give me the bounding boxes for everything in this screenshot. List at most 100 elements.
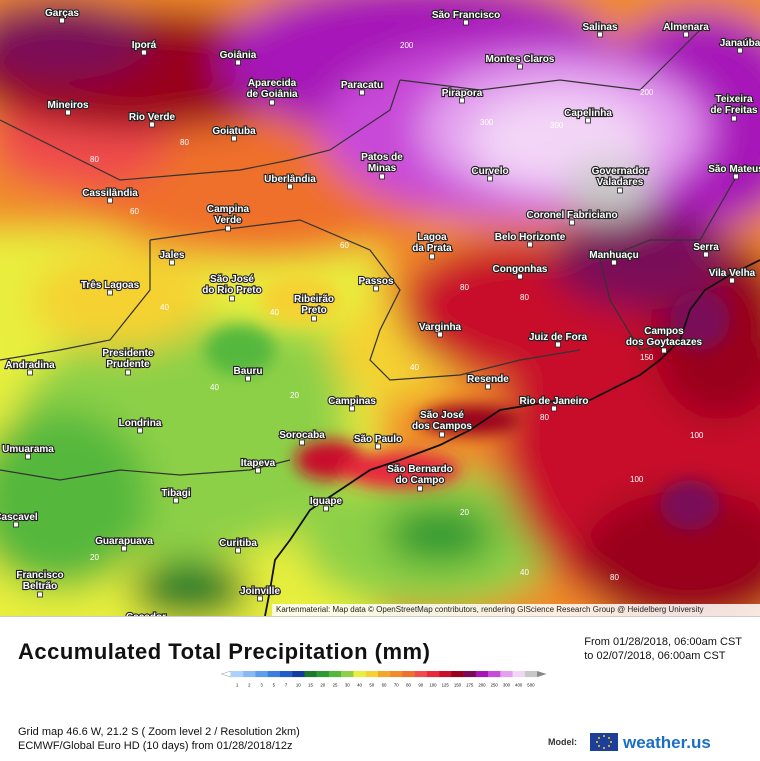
city-layer: Garças São Francisco Salinas Almenara Goiâni…: [0, 7, 760, 616]
legend-swatch: [377, 671, 391, 678]
city-tres-lagoas[interactable]: Três Lagoas: [80, 279, 141, 296]
city-andradina[interactable]: Andradina: [4, 359, 56, 376]
city-aparecida-de-goiania[interactable]: Aparecida de Goiânia: [245, 77, 299, 106]
city-londrina[interactable]: Londrina: [118, 417, 163, 434]
city-sao-paulo[interactable]: São Paulo: [353, 433, 403, 450]
city-label: Montes Claros: [486, 54, 555, 65]
city-uberlandia[interactable]: Uberlândia: [263, 173, 317, 190]
city-passos[interactable]: Passos: [357, 275, 395, 292]
legend-swatch: [341, 671, 354, 678]
city-label: Goiânia: [220, 50, 257, 61]
legend-swatch: [304, 671, 317, 678]
city-goiania[interactable]: Goiânia: [219, 49, 258, 66]
city-montes-claros[interactable]: Montes Claros: [484, 53, 556, 70]
legend-tick-label: 2: [248, 683, 251, 688]
legend-tick-label: 500: [527, 683, 535, 688]
city-marker-icon: [617, 187, 623, 194]
city-sao-bernardo-do-campo[interactable]: São Bernardo do Campo: [386, 463, 454, 492]
city-sao-jose-do-rio-preto[interactable]: São José do Rio Preto: [201, 273, 263, 302]
city-belo-horizonte[interactable]: Belo Horizonte: [494, 231, 567, 248]
city-label: Curitiba: [219, 538, 257, 549]
city-pirapora[interactable]: Pirapora: [441, 87, 484, 104]
city-resende[interactable]: Resende: [466, 373, 510, 390]
precipitation-map[interactable]: 200 300 300 200 80 80 60 60 40 40 40 20 …: [0, 0, 760, 616]
contour-label: 300: [550, 121, 564, 130]
city-goiatuba[interactable]: Goiatuba: [211, 125, 257, 142]
legend-swatch: [230, 671, 244, 678]
city-vila-velha[interactable]: Vila Velha: [708, 267, 757, 284]
city-governador-valadares[interactable]: Governador Valadares: [591, 165, 650, 194]
city-rio-de-janeiro[interactable]: Rio de Janeiro: [518, 395, 590, 412]
city-cacador[interactable]: Caçador: [125, 611, 167, 616]
city-teixeira-de-freitas[interactable]: Teixeira de Freitas: [709, 93, 759, 122]
city-bauru[interactable]: Bauru: [232, 365, 264, 382]
city-label: São José do Rio Preto: [202, 274, 261, 296]
city-sao-mateus[interactable]: São Mateus: [707, 163, 760, 180]
city-label: Iguape: [310, 496, 343, 507]
city-manhuacu[interactable]: Manhuaçu: [588, 249, 640, 266]
city-sao-francisco[interactable]: São Francisco: [431, 9, 501, 26]
city-label: São Francisco: [432, 10, 500, 21]
city-coronel-fabriciano[interactable]: Coronel Fabriciano: [525, 209, 619, 226]
city-itapeva[interactable]: Itapeva: [240, 457, 277, 474]
city-tibagi[interactable]: Tibagi: [160, 487, 192, 504]
city-campos-dos-goytacazes[interactable]: Campos dos Goytacazes: [625, 325, 704, 354]
model-info: ECMWF/Global Euro HD (10 days) from 01/2…: [18, 740, 293, 752]
city-label: Uberlândia: [264, 174, 316, 185]
city-mineiros[interactable]: Mineiros: [46, 99, 90, 116]
legend-swatch: [328, 671, 342, 678]
city-presidente-prudente[interactable]: Presidente Prudente: [101, 347, 155, 376]
city-marker-icon: [487, 175, 493, 182]
city-almenara[interactable]: Almenara: [662, 21, 710, 38]
legend-swatch: [414, 671, 428, 678]
city-rio-verde[interactable]: Rio Verde: [128, 111, 177, 128]
contour-label: 40: [160, 303, 169, 312]
city-marker-icon: [585, 117, 591, 124]
legend-swatch: [488, 671, 501, 678]
city-ipora[interactable]: Iporá: [131, 39, 158, 56]
city-juiz-de-fora[interactable]: Juiz de Fora: [528, 331, 589, 348]
city-marker-icon: [437, 331, 443, 338]
city-iguape[interactable]: Iguape: [309, 495, 344, 512]
city-congonhas[interactable]: Congonhas: [491, 263, 549, 280]
weather-us-logo[interactable]: weather.us: [590, 731, 740, 753]
legend-swatch: [255, 671, 268, 678]
city-curitiba[interactable]: Curitiba: [218, 537, 258, 554]
city-label: Pirapora: [442, 88, 483, 99]
city-marker-icon: [463, 19, 469, 26]
city-marker-icon: [245, 375, 251, 382]
city-ribeirao-preto[interactable]: Ribeirão Preto: [293, 293, 335, 322]
city-joinville[interactable]: Joinville: [239, 585, 282, 602]
city-jales[interactable]: Jales: [158, 249, 186, 266]
city-cascavel[interactable]: Cascavel: [0, 511, 39, 528]
city-umuarama[interactable]: Umuarama: [1, 443, 55, 460]
coastline: [264, 259, 760, 616]
city-marker-icon: [255, 467, 261, 474]
city-garcas[interactable]: Garças: [44, 7, 80, 24]
city-salinas[interactable]: Salinas: [581, 21, 619, 38]
city-serra[interactable]: Serra: [692, 241, 720, 258]
city-capelinha[interactable]: Capelinha: [563, 107, 613, 124]
city-janauba[interactable]: Janaúba: [719, 37, 760, 54]
city-marker-icon: [37, 591, 43, 598]
city-sao-jose-dos-campos[interactable]: São José dos Campos: [411, 409, 474, 438]
model-label: Model:: [548, 737, 577, 747]
city-sorocaba[interactable]: Sorocaba: [278, 429, 326, 446]
legend-panel: Accumulated Total Precipitation (mm) Fro…: [0, 616, 760, 761]
city-label: Coronel Fabriciano: [526, 210, 617, 221]
city-label: Janaúba: [720, 38, 760, 49]
legend-swatch: [365, 671, 379, 678]
city-patos-de-minas[interactable]: Patos de Minas: [360, 151, 404, 180]
city-curvelo[interactable]: Curvelo: [470, 165, 510, 182]
city-marker-icon: [555, 341, 561, 348]
city-varginha[interactable]: Varginha: [418, 321, 463, 338]
city-francisco-beltrao[interactable]: Francisco Beltrão: [15, 569, 65, 598]
city-paracatu[interactable]: Paracatu: [340, 79, 384, 96]
city-label: Jales: [159, 250, 184, 261]
city-label: Almenara: [663, 22, 709, 33]
city-cassilandia[interactable]: Cassilândia: [81, 187, 139, 204]
city-guarapuava[interactable]: Guarapuava: [94, 535, 154, 552]
city-campina-verde[interactable]: Campina Verde: [206, 203, 251, 232]
city-campinas[interactable]: Campinas: [327, 395, 377, 412]
city-lagoa-da-prata[interactable]: Lagoa da Prata: [411, 231, 453, 260]
